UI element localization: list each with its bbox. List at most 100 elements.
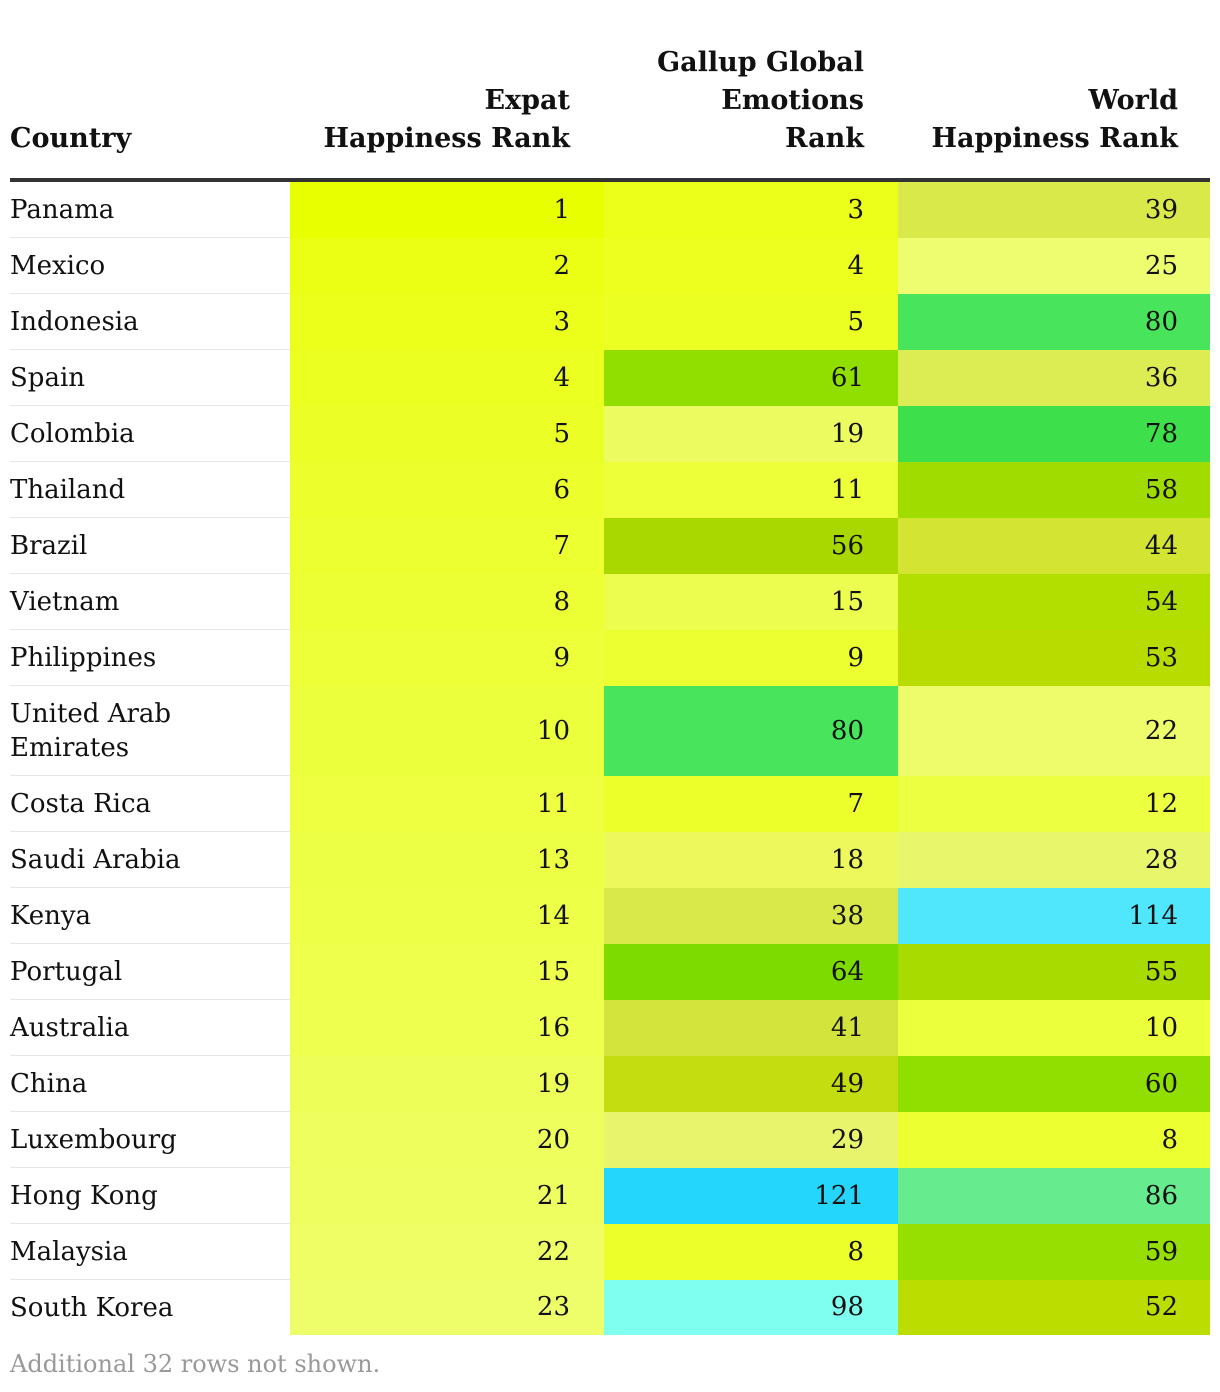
gallup-rank-cell: 9: [604, 629, 898, 686]
expat-rank-cell: 8: [290, 573, 604, 630]
expat-rank-cell: 23: [290, 1279, 604, 1335]
table-row: Hong Kong 21 121 86: [10, 1167, 1210, 1224]
gallup-rank-cell: 7: [604, 775, 898, 832]
gallup-rank-cell: 4: [604, 237, 898, 294]
table-row: Philippines 9 9 53: [10, 629, 1210, 686]
table-row: Spain 4 61 36: [10, 349, 1210, 406]
gallup-rank-cell: 11: [604, 461, 898, 518]
world-rank-cell: 80: [898, 293, 1210, 350]
world-rank-cell: 52: [898, 1279, 1210, 1335]
header-gallup-line-1: Gallup Global: [657, 47, 864, 78]
header-gallup-line-3: Rank: [785, 123, 864, 154]
header-world: World Happiness Rank: [898, 0, 1210, 182]
country-cell: Hong Kong: [10, 1167, 290, 1224]
country-cell: Luxembourg: [10, 1111, 290, 1168]
country-cell: Kenya: [10, 887, 290, 944]
expat-rank-cell: 14: [290, 887, 604, 944]
expat-rank-cell: 16: [290, 999, 604, 1056]
header-world-line-1: World: [1088, 85, 1179, 116]
world-rank-cell: 25: [898, 237, 1210, 294]
expat-rank-cell: 21: [290, 1167, 604, 1224]
expat-rank-cell: 15: [290, 943, 604, 1000]
country-cell: Mexico: [10, 237, 290, 294]
gallup-rank-cell: 64: [604, 943, 898, 1000]
header-expat-line-1: Expat: [484, 85, 570, 116]
expat-rank-cell: 5: [290, 405, 604, 462]
world-rank-cell: 78: [898, 405, 1210, 462]
country-cell: Philippines: [10, 629, 290, 686]
expat-rank-cell: 19: [290, 1055, 604, 1112]
world-rank-cell: 54: [898, 573, 1210, 630]
table-row: Brazil 7 56 44: [10, 517, 1210, 574]
gallup-rank-cell: 41: [604, 999, 898, 1056]
header-world-line-2: Happiness Rank: [931, 123, 1178, 154]
gallup-rank-cell: 121: [604, 1167, 898, 1224]
gallup-rank-cell: 80: [604, 685, 898, 776]
country-cell: South Korea: [10, 1292, 174, 1323]
country-cell: Panama: [10, 180, 290, 238]
world-rank-cell: 53: [898, 629, 1210, 686]
gallup-rank-cell: 29: [604, 1111, 898, 1168]
expat-rank-cell: 6: [290, 461, 604, 518]
expat-rank-cell: 2: [290, 237, 604, 294]
world-rank-cell: 12: [898, 775, 1210, 832]
table-row: United Arab Emirates 10 80 22: [10, 685, 1210, 776]
expat-rank-cell: 13: [290, 831, 604, 888]
world-rank-cell: 55: [898, 943, 1210, 1000]
world-rank-cell: 44: [898, 517, 1210, 574]
table-row: Portugal 15 64 55: [10, 943, 1210, 1000]
table-row: China 19 49 60: [10, 1055, 1210, 1112]
expat-rank-cell: 1: [290, 180, 604, 238]
expat-rank-cell: 3: [290, 293, 604, 350]
table-row: Malaysia 22 8 59: [10, 1223, 1210, 1280]
country-cell: Colombia: [10, 405, 290, 462]
header-country-label: Country: [10, 123, 132, 154]
expat-rank-cell: 22: [290, 1223, 604, 1280]
gallup-rank-cell: 19: [604, 405, 898, 462]
header-expat-line-2: Happiness Rank: [323, 123, 570, 154]
table-row: Luxembourg 20 29 8: [10, 1111, 1210, 1168]
world-rank-cell: 28: [898, 831, 1210, 888]
world-rank-cell: 39: [898, 180, 1210, 238]
country-cell: United Arab Emirates: [10, 685, 290, 776]
country-cell: Spain: [10, 349, 290, 406]
header-gallup: Gallup Global Emotions Rank: [604, 0, 898, 182]
expat-rank-cell: 7: [290, 517, 604, 574]
country-cell: Vietnam: [10, 573, 290, 630]
table-body: Panama 1 3 39 Mexico 2 4 25 Indonesia 3 5 80 Spain 4 6…: [10, 180, 1210, 1335]
gallup-rank-cell: 61: [604, 349, 898, 406]
expat-rank-cell: 20: [290, 1111, 604, 1168]
table-row: Colombia 5 19 78: [10, 405, 1210, 462]
country-cell: Brazil: [10, 517, 290, 574]
table-row: Australia 16 41 10: [10, 999, 1210, 1056]
table-row: Saudi Arabia 13 18 28: [10, 831, 1210, 888]
world-rank-cell: 36: [898, 349, 1210, 406]
world-rank-cell: 86: [898, 1167, 1210, 1224]
happiness-rank-table: Country Expat Happiness Rank Gallup Globa…: [10, 0, 1210, 1335]
table-row: Thailand 6 11 58: [10, 461, 1210, 518]
gallup-rank-cell: 38: [604, 887, 898, 944]
country-cell: Thailand: [10, 461, 290, 518]
gallup-rank-cell: 18: [604, 831, 898, 888]
country-cell: Costa Rica: [10, 775, 290, 832]
table-row: Costa Rica 11 7 12: [10, 775, 1210, 832]
gallup-rank-cell: 5: [604, 293, 898, 350]
world-rank-cell: 59: [898, 1223, 1210, 1280]
world-rank-cell: 60: [898, 1055, 1210, 1112]
expat-rank-cell: 4: [290, 349, 604, 406]
world-rank-cell: 8: [898, 1111, 1210, 1168]
table-row: Kenya 14 38 114: [10, 887, 1210, 944]
header-row: Country Expat Happiness Rank Gallup Globa…: [10, 0, 1210, 182]
world-rank-cell: 10: [898, 999, 1210, 1056]
gallup-rank-cell: 49: [604, 1055, 898, 1112]
country-cell: Indonesia: [10, 293, 290, 350]
country-cell: Portugal: [10, 943, 290, 1000]
header-country: Country: [10, 0, 290, 182]
expat-rank-cell: 10: [290, 685, 604, 776]
gallup-rank-cell: 3: [604, 180, 898, 238]
footnote: Additional 32 rows not shown.: [10, 1350, 381, 1378]
gallup-rank-cell: 98: [604, 1279, 898, 1335]
gallup-rank-cell: 15: [604, 573, 898, 630]
gallup-rank-cell: 8: [604, 1223, 898, 1280]
table-row: South Korea 23 98 52: [10, 1279, 1210, 1335]
